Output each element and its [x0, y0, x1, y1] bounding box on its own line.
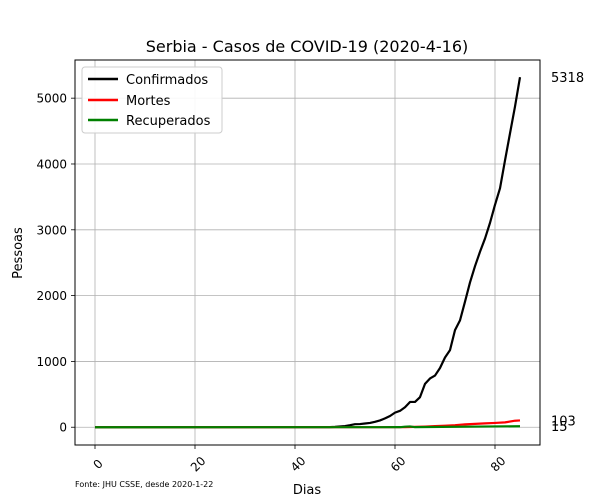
x-axis-label: Dias — [293, 483, 322, 498]
series-layer — [94, 77, 522, 429]
legend: Confirmados Mortes Recuperados — [81, 66, 223, 134]
legend-label-mortes: Mortes — [126, 94, 171, 109]
plot-frame — [74, 59, 541, 446]
legend-label-recuperados: Recuperados — [126, 114, 211, 129]
series-line-confirmados — [94, 77, 522, 429]
y-tick-label: 1000 — [36, 355, 67, 369]
y-tick-label: 4000 — [36, 157, 67, 171]
end-label-recuperados: 15 — [551, 420, 568, 435]
y-tick-label: 5000 — [36, 92, 67, 106]
end-label-mortes: 103 — [551, 414, 576, 429]
grid — [75, 60, 540, 445]
legend-box — [81, 66, 223, 134]
source-note: Fonte: JHU CSSE, desde 2020-1-22 — [75, 480, 213, 489]
y-tick-label: 0 — [59, 421, 67, 435]
series-line-recuperados — [94, 425, 521, 429]
chart-title: Serbia - Casos de COVID-19 (2020-4-16) — [146, 37, 469, 56]
end-label-confirmados: 5318 — [551, 71, 584, 86]
legend-label-confirmados: Confirmados — [126, 73, 208, 88]
y-tick-label: 2000 — [36, 289, 67, 303]
y-tick-label: 3000 — [36, 223, 67, 237]
y-axis-label: Pessoas — [11, 227, 26, 279]
